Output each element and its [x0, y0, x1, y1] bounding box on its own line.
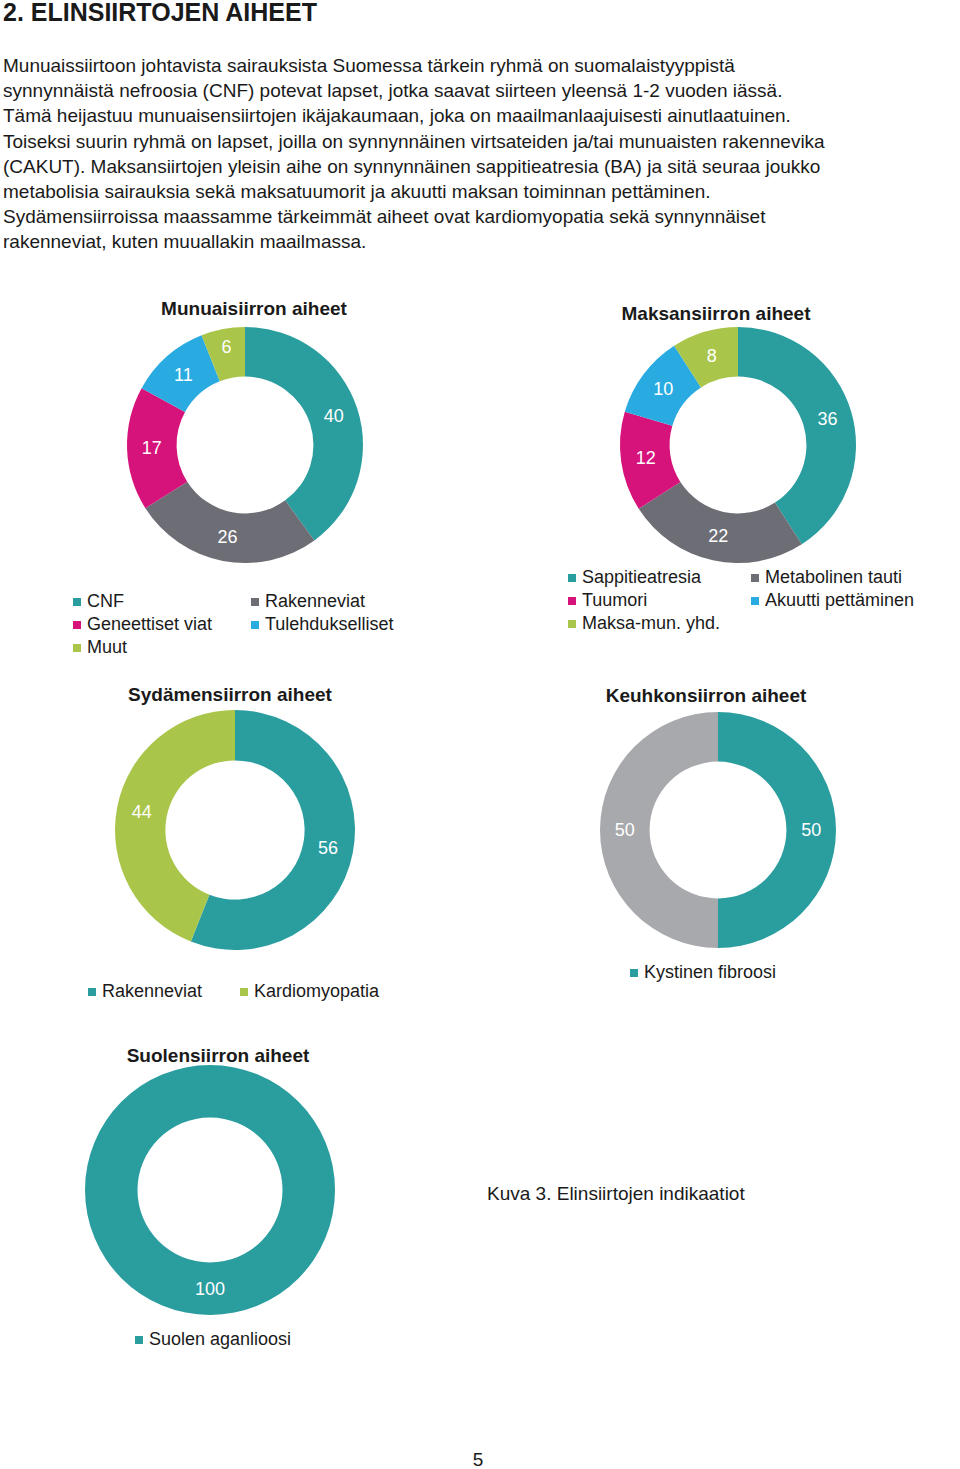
svg-text:8: 8: [707, 346, 717, 366]
html-text:Suolensiirron aiheet: Suolensiirron aiheet: [126, 1045, 310, 1066]
html-text:Munuaisiirron aiheet: Munuaisiirron aiheet: [161, 298, 347, 319]
svg-text:100: 100: [195, 1279, 225, 1299]
html-text:synnynnäistä nefroosia (CNF) p: synnynnäistä nefroosia (CNF) potevat lap…: [3, 80, 783, 102]
html-text:Toiseksi suurin ryhmä on lapse: Toiseksi suurin ryhmä on lapset, joilla …: [3, 130, 825, 152]
html-text:Tuumori: Tuumori: [582, 590, 648, 610]
html-text:Maksansiirron aiheet: Maksansiirron aiheet: [621, 303, 811, 324]
html-text:Sappitieatresia: Sappitieatresia: [582, 567, 702, 587]
html-text:Rakenneviat: Rakenneviat: [265, 591, 366, 611]
html-text:Kardiomyopatia: Kardiomyopatia: [254, 981, 380, 1001]
svg-text:50: 50: [615, 820, 635, 840]
html-text:Sydämensiirron aiheet: Sydämensiirron aiheet: [128, 684, 332, 705]
html-text:Muut: Muut: [87, 637, 127, 657]
svg-text:11: 11: [174, 365, 193, 385]
html-text:Kuva 3. Elinsiirtojen indikaat: Kuva 3. Elinsiirtojen indikaatiot: [487, 1183, 745, 1204]
html-text:Suolen aganlioosi: Suolen aganlioosi: [149, 1329, 292, 1349]
html-text:Keuhkonsiirron aiheet: Keuhkonsiirron aiheet: [605, 685, 807, 706]
html-text:Geneettiset viat: Geneettiset viat: [87, 614, 213, 634]
svg-text:6: 6: [221, 337, 231, 357]
html-text:(CAKUT). Maksansiirtojen yleis: (CAKUT). Maksansiirtojen yleisin aihe on…: [3, 155, 821, 177]
svg-text:22: 22: [708, 526, 728, 546]
html-text:Maksa-mun. yhd.: Maksa-mun. yhd.: [582, 613, 721, 633]
html-text:Sydämensiirroissa maassamme tä: Sydämensiirroissa maassamme tärkeimmät a…: [3, 206, 766, 228]
svg-text:44: 44: [132, 802, 152, 822]
html-text:Rakenneviat: Rakenneviat: [102, 981, 203, 1001]
html-text:metabolisia sairauksia sekä ma: metabolisia sairauksia sekä maksatuumori…: [3, 181, 711, 202]
svg-text:12: 12: [636, 448, 656, 468]
svg-text:36: 36: [817, 409, 837, 429]
svg-text:50: 50: [801, 820, 821, 840]
html-text:CNF: CNF: [87, 591, 124, 611]
html-text:5: 5: [472, 1449, 484, 1469]
svg-text:10: 10: [653, 379, 673, 399]
html-text:Kystinen fibroosi: Kystinen fibroosi: [644, 962, 777, 982]
html-text:Akuutti pettäminen: Akuutti pettäminen: [765, 590, 915, 610]
svg-text:40: 40: [324, 406, 344, 426]
html-text:Tulehdukselliset: Tulehdukselliset: [265, 614, 394, 634]
svg-text:26: 26: [218, 527, 238, 547]
svg-text:56: 56: [318, 838, 338, 858]
html-text:Munuaissiirtoon johtavista sai: Munuaissiirtoon johtavista sairauksista …: [3, 55, 735, 76]
html-text:Tämä heijastuu munuaisensiirto: Tämä heijastuu munuaisensiirtojen ikäjak…: [3, 105, 791, 127]
html-text:Metabolinen tauti: Metabolinen tauti: [765, 567, 903, 587]
svg-text:17: 17: [142, 438, 162, 458]
html-text:rakenneviat, kuten muuallakin: rakenneviat, kuten muuallakin maailmassa…: [3, 231, 367, 253]
